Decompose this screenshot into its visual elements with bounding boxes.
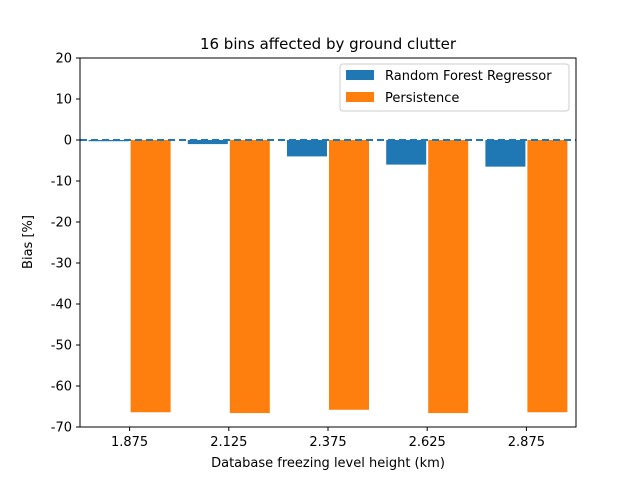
chart-title: 16 bins affected by ground clutter bbox=[200, 35, 457, 53]
x-axis-label: Database freezing level height (km) bbox=[211, 456, 445, 471]
y-tick-label: 0 bbox=[64, 134, 72, 149]
bar-persistence-2.375 bbox=[329, 140, 369, 410]
y-tick-label: -10 bbox=[51, 175, 72, 190]
legend-swatch-persistence bbox=[346, 92, 374, 102]
bar-persistence-2.125 bbox=[229, 140, 270, 414]
y-tick-label: -20 bbox=[51, 216, 72, 231]
y-tick-label: 10 bbox=[55, 93, 72, 108]
x-tick-label: 1.875 bbox=[111, 435, 148, 450]
y-tick-label: -60 bbox=[51, 380, 72, 395]
bar-persistence-1.875 bbox=[130, 140, 171, 413]
y-tick-label: -50 bbox=[51, 339, 72, 354]
x-axis: 1.875 2.125 2.375 2.625 2.875 bbox=[111, 427, 545, 450]
legend-label-random-forest: Random Forest Regressor bbox=[385, 69, 552, 84]
bar-random-forest-2.875 bbox=[485, 140, 526, 167]
legend-box bbox=[339, 63, 570, 112]
y-tick-label: -70 bbox=[51, 421, 72, 436]
y-tick-label: -30 bbox=[51, 257, 72, 272]
x-tick-label: 2.625 bbox=[409, 435, 446, 450]
bar-random-forest-2.625 bbox=[386, 140, 427, 165]
legend-label-persistence: Persistence bbox=[385, 91, 459, 106]
plot-area bbox=[79, 57, 577, 428]
y-tick-label: 20 bbox=[55, 52, 72, 67]
y-axis-label: Bias [%] bbox=[21, 215, 36, 269]
bar-random-forest-2.375 bbox=[287, 140, 327, 157]
x-tick-label: 2.125 bbox=[210, 435, 247, 450]
bar-persistence-2.875 bbox=[527, 140, 568, 413]
y-tick-label: -40 bbox=[51, 298, 72, 313]
x-tick-label: 2.875 bbox=[508, 435, 545, 450]
legend-swatch-random-forest bbox=[346, 70, 374, 80]
bars-group bbox=[88, 140, 568, 414]
y-axis: -70 -60 -50 -40 -30 -20 -10 0 10 20 bbox=[51, 52, 80, 436]
bar-persistence-2.625 bbox=[428, 140, 469, 414]
legend: Random Forest Regressor Persistence bbox=[339, 63, 570, 112]
x-tick-label: 2.375 bbox=[309, 435, 346, 450]
bar-random-forest-2.125 bbox=[187, 140, 228, 145]
